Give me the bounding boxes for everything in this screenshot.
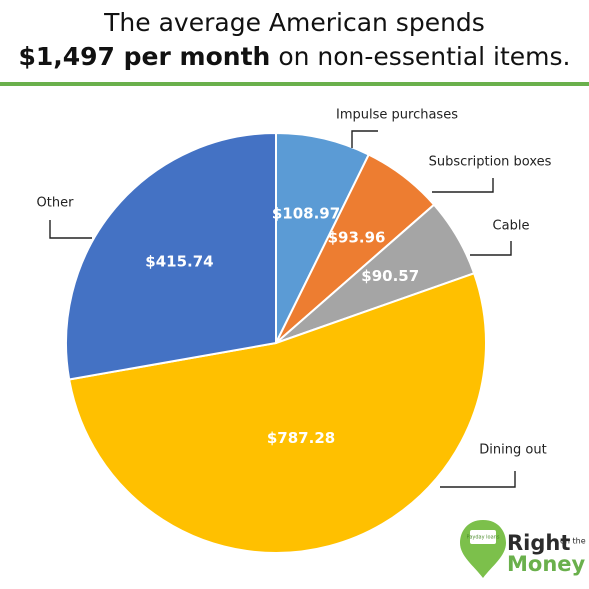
logo-badge [470, 530, 496, 544]
value-label: $93.96 [328, 229, 386, 247]
leader-line [470, 241, 512, 256]
logo-text: Right [507, 531, 570, 555]
category-label: Cable [493, 219, 530, 234]
category-label: Dining out [479, 443, 546, 458]
leader-line [351, 130, 378, 148]
leader-line [432, 178, 494, 193]
category-label: Other [37, 196, 75, 211]
chart-title: $1,497 per month on non-essential items. [18, 42, 570, 71]
value-label: $787.28 [267, 429, 335, 447]
value-label: $108.97 [272, 205, 340, 223]
value-label: $90.57 [361, 267, 419, 285]
value-label: $415.74 [145, 253, 213, 271]
category-label: Impulse purchases [336, 108, 458, 123]
category-label: Subscription boxes [429, 155, 552, 170]
chart-title-bold: $1,497 per month [18, 42, 270, 71]
logo: Payday loans Right on the Money [460, 520, 586, 578]
labels: $108.97 Impulse purchases $93.96 Subscripti… [37, 108, 552, 488]
logo-pin [460, 520, 506, 578]
logo-text: Money [507, 552, 586, 576]
logo-text: on the [560, 537, 586, 546]
logo-badge-text: Payday loans [467, 535, 500, 541]
title-rule [0, 82, 589, 86]
leader-line [49, 220, 92, 239]
chart-title: The average American spends [103, 8, 485, 37]
chart-title-rest: on non-essential items. [278, 42, 570, 71]
pie-slice [65, 131, 277, 381]
pie [65, 131, 487, 554]
pie-slice [68, 271, 487, 554]
leader-line [440, 471, 516, 488]
